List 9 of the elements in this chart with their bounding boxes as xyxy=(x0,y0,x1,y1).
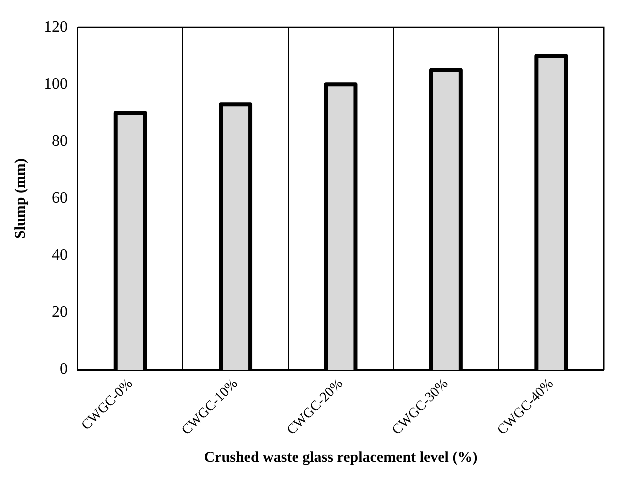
y-tick-label: 120 xyxy=(44,18,68,36)
y-tick-label: 0 xyxy=(60,361,68,378)
y-tick-label: 20 xyxy=(52,304,68,322)
y-tick-label: 40 xyxy=(52,247,68,264)
x-axis-title: Crushed waste glass replacement level (%) xyxy=(204,450,478,466)
y-tick-label: 80 xyxy=(52,132,68,150)
y-tick-label: 60 xyxy=(52,190,68,207)
y-axis-title: Slump (mm) xyxy=(12,158,29,239)
y-tick-label: 100 xyxy=(44,76,68,93)
